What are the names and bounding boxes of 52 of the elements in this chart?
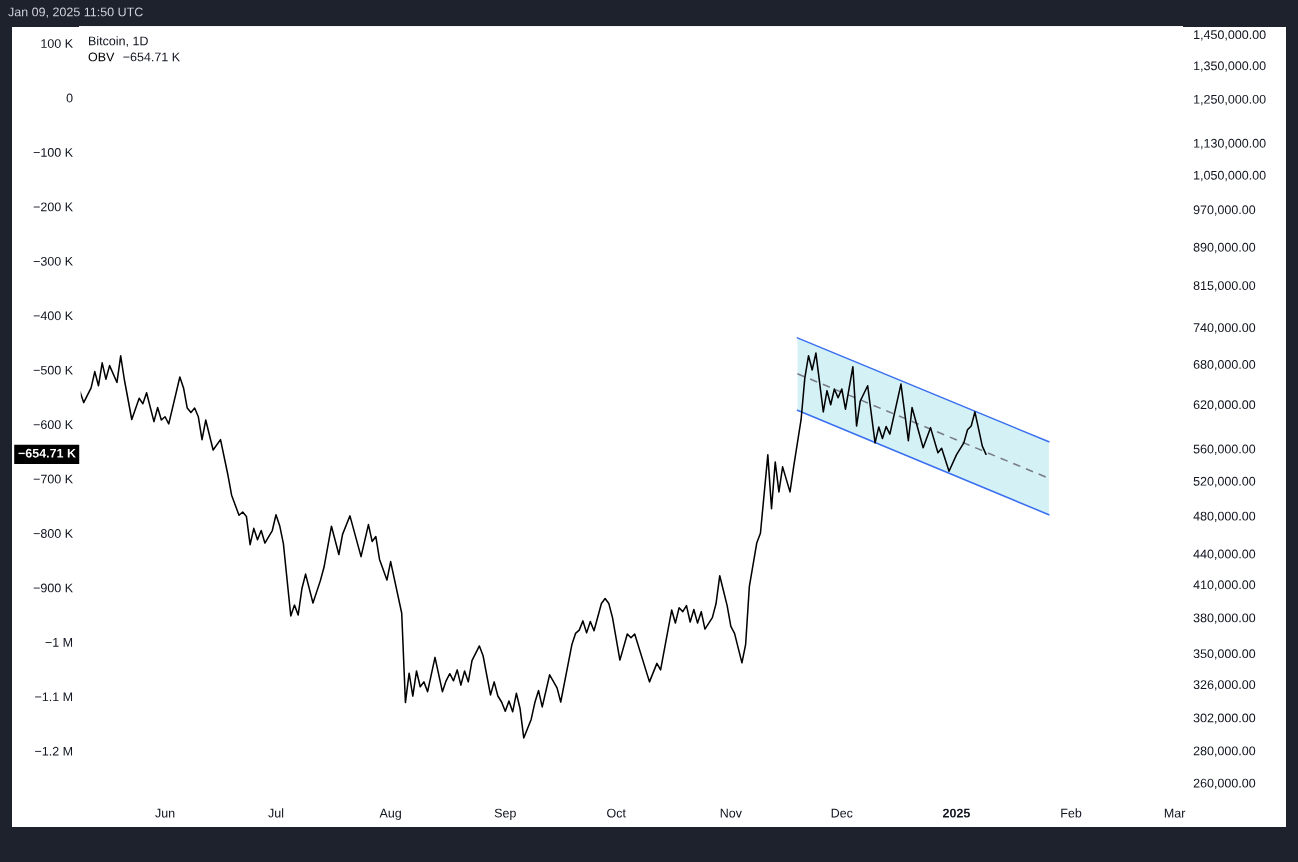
text: Jan 09, 2025 11:50 UTC: [8, 7, 143, 18]
y2-tick-label: 302,000.00: [1193, 713, 1256, 724]
x-tick-label: Sep: [494, 808, 516, 820]
y-tick-label: −300 K: [33, 256, 73, 266]
y-tick-label: −1 M: [45, 638, 73, 647]
y2-tick-label: 620,000.00: [1193, 400, 1256, 411]
x-tick-label: 2025: [942, 808, 970, 818]
y2-tick-label: 410,000.00: [1193, 580, 1256, 591]
y2-tick-label: 1,450,000.00: [1194, 30, 1266, 41]
x-tick-label: Aug: [379, 808, 401, 820]
y2-tick-label: 1,350,000.00: [1194, 61, 1266, 72]
y2-tick-label: 815,000.00: [1193, 281, 1256, 292]
x-tick-label: Jul: [268, 808, 284, 818]
y-tick-label: −1.2 M: [35, 746, 73, 756]
y-tick-label: 100 K: [41, 39, 73, 48]
y2-tick-label: 280,000.00: [1193, 746, 1256, 757]
y-tick-label: −200 K: [33, 202, 73, 212]
x-tick-label: Jun: [155, 808, 175, 818]
y-tick-label: −1.1 M: [35, 692, 73, 702]
y-tick-label: −800 K: [33, 529, 73, 538]
y-tick-label: −100 K: [33, 148, 73, 157]
y2-tick-label: 326,000.00: [1193, 680, 1256, 691]
text: OBV: [88, 52, 115, 62]
y2-tick-label: 1,050,000.00: [1194, 170, 1266, 182]
y2-tick-label: 440,000.00: [1193, 549, 1256, 560]
y2-tick-label: 890,000.00: [1193, 242, 1256, 254]
y2-tick-label: 480,000.00: [1193, 511, 1256, 523]
annotation: −654.71 K: [123, 52, 180, 62]
text: −654.71 K: [18, 448, 76, 458]
y2-tick-label: 1,250,000.00: [1194, 94, 1266, 106]
x-tick-label: Nov: [720, 808, 742, 818]
y2-tick-label: 740,000.00: [1193, 323, 1256, 334]
y2-tick-label: 350,000.00: [1193, 649, 1256, 660]
y2-tick-label: 560,000.00: [1193, 444, 1256, 455]
line-series: [80, 352, 987, 739]
y-tick-label: 0: [66, 93, 73, 103]
y2-tick-label: 970,000.00: [1193, 205, 1256, 216]
x-tick-label: Dec: [831, 808, 853, 818]
y-tick-label: −600 K: [33, 420, 73, 430]
y2-tick-label: 1,130,000.00: [1194, 138, 1266, 150]
y2-tick-label: 680,000.00: [1193, 360, 1256, 371]
y-tick-label: −500 K: [33, 365, 73, 375]
y-tick-label: −700 K: [33, 474, 73, 484]
y2-tick-label: 260,000.00: [1193, 778, 1256, 790]
x-tick-label: Oct: [607, 808, 626, 818]
text: Bitcoin, 1D: [89, 36, 148, 47]
x-tick-label: Feb: [1061, 808, 1082, 818]
y-tick-label: −400 K: [33, 311, 73, 321]
x-tick-label: Mar: [1164, 808, 1186, 818]
y-tick-label: −900 K: [33, 583, 73, 593]
y2-tick-label: 520,000.00: [1193, 476, 1256, 488]
y2-tick-label: 380,000.00: [1193, 613, 1256, 624]
